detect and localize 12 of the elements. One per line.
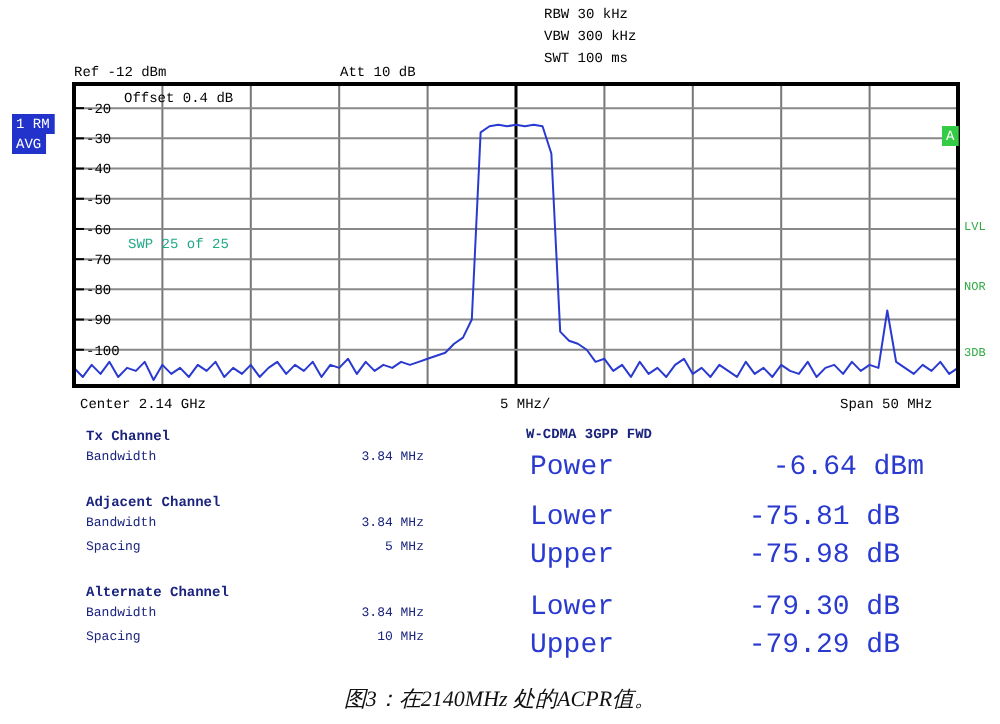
text: Upper <box>530 630 615 662</box>
text: -79.30 dB <box>748 592 900 624</box>
text: Lower <box>530 592 615 624</box>
line-series <box>73 123 959 381</box>
text: -75.81 dB <box>748 502 900 534</box>
text: -75.98 dB <box>748 540 900 572</box>
text: -6.64 dBm <box>772 452 924 484</box>
text: Upper <box>530 540 615 572</box>
caption: 图3：在2140MHz 处的ACPR值。 <box>343 686 657 712</box>
text: Lower <box>530 502 615 534</box>
text: -79.29 dB <box>748 630 900 662</box>
text: Power <box>530 452 615 484</box>
